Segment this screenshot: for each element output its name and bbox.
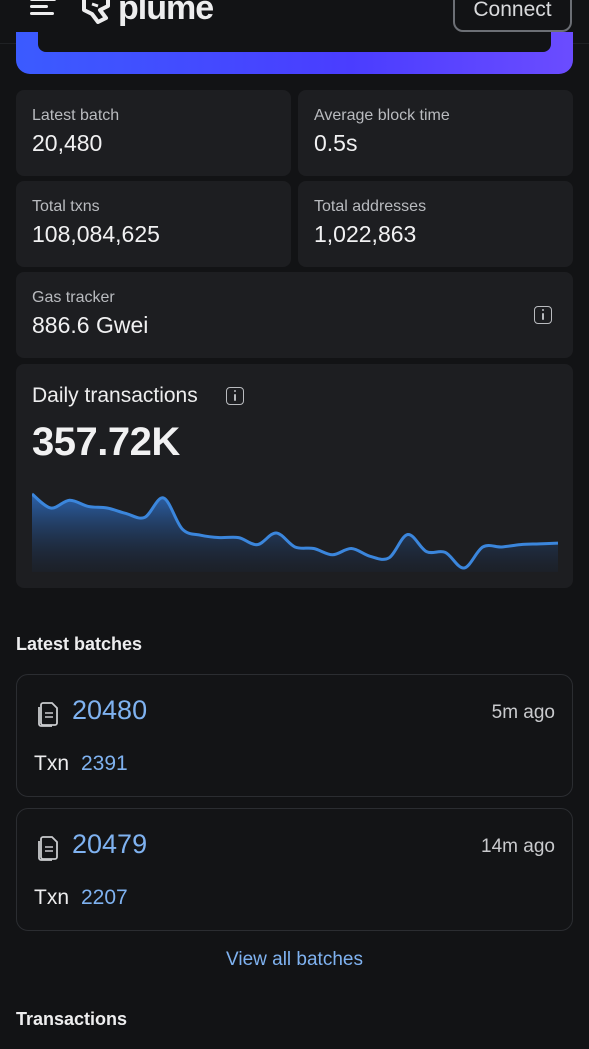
daily-transactions-card: Daily transactions 357.72K: [16, 364, 573, 588]
stat-label: Gas tracker: [32, 289, 115, 306]
stat-label: Total txns: [32, 198, 100, 215]
chart-series-line: [32, 492, 558, 570]
hamburger-menu-icon[interactable]: [30, 0, 56, 18]
stat-label: Total addresses: [314, 198, 427, 215]
stat-card-total-addresses: Total addresses 1,022,863: [298, 181, 573, 267]
hero-banner: [16, 32, 573, 74]
txn-count-link[interactable]: 2207: [81, 886, 128, 909]
stat-value: 0.5s: [314, 130, 358, 156]
info-icon[interactable]: [534, 306, 552, 324]
plume-logo[interactable]: plume: [80, 0, 214, 28]
logo-text: plume: [118, 0, 214, 27]
latest-batches-title: Latest batches: [16, 634, 143, 654]
daily-transactions-chart: [32, 492, 558, 572]
batch-number-link[interactable]: 20480: [72, 695, 148, 725]
stat-value: 108,084,625: [32, 221, 160, 247]
transactions-title: Transactions: [16, 1009, 128, 1029]
info-icon[interactable]: [226, 387, 244, 405]
txn-count-link[interactable]: 2391: [81, 752, 128, 775]
batch-timestamp: 5m ago: [491, 702, 555, 723]
connect-button[interactable]: Connect: [453, 0, 572, 32]
stat-value: 1,022,863: [314, 221, 417, 247]
stat-card-average-block-time: Average block time 0.5s: [298, 90, 573, 176]
batch-card[interactable]: 20479 14m ago Txn 2207: [16, 808, 573, 931]
banner-search-area: [38, 32, 551, 52]
daily-transactions-value: 357.72K: [32, 420, 180, 464]
stat-value: 886.6 Gwei: [32, 312, 149, 338]
txn-label: Txn: [34, 886, 70, 909]
document-icon: [38, 836, 58, 861]
batch-number-link[interactable]: 20479: [72, 829, 148, 859]
chart-area-fill: [32, 494, 558, 572]
stat-label: Latest batch: [32, 107, 120, 124]
plume-logo-icon: [82, 0, 110, 24]
stat-value: 20,480: [32, 130, 103, 156]
txn-label: Txn: [34, 752, 70, 775]
batch-card[interactable]: 20480 5m ago Txn 2391: [16, 674, 573, 797]
daily-transactions-title: Daily transactions: [32, 384, 198, 407]
view-all-batches-link[interactable]: View all batches: [226, 949, 363, 970]
stat-card-total-txns: Total txns 108,084,625: [16, 181, 291, 267]
stat-label: Average block time: [314, 107, 450, 124]
document-icon: [38, 702, 58, 727]
batch-timestamp: 14m ago: [481, 836, 555, 857]
stat-card-latest-batch: Latest batch 20,480: [16, 90, 291, 176]
stat-card-gas-tracker: Gas tracker 886.6 Gwei: [16, 272, 573, 358]
